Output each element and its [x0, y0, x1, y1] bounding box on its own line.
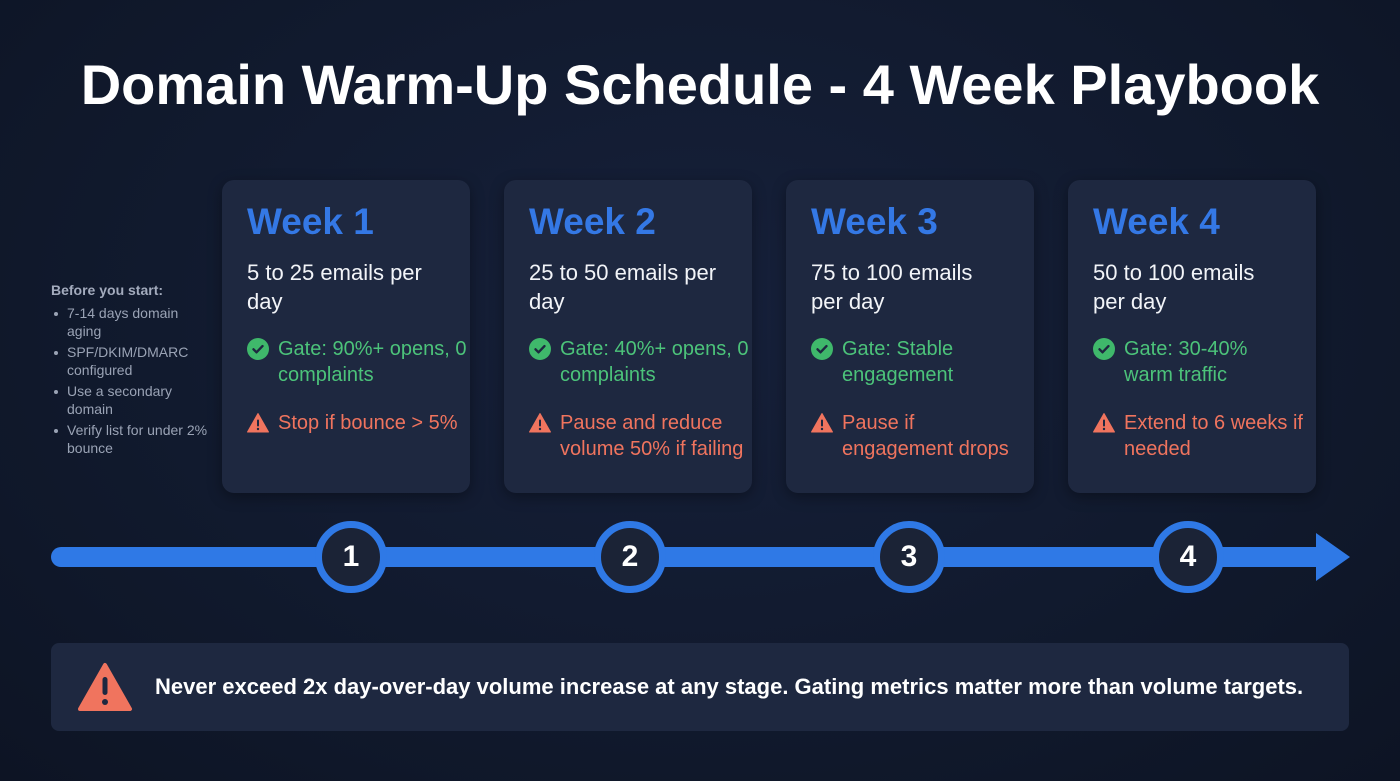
banner-text: Never exceed 2x day-over-day volume incr…: [155, 674, 1304, 699]
gate-text: Gate: 30-40% warm traffic: [1124, 338, 1248, 386]
gate-row: Gate: 40%+ opens, 0 complaints: [529, 336, 752, 388]
week-card-4: Week 4 50 to 100 emails per day Gate: 30…: [1068, 180, 1316, 493]
check-circle-icon: [811, 338, 833, 360]
warning-text: Pause if engagement drops: [842, 412, 1009, 460]
warning-row: Pause and reduce volume 50% if failing: [529, 410, 752, 462]
prerequisite-item: SPF/DKIM/DMARC configured: [51, 343, 211, 379]
warning-triangle-icon: [811, 413, 833, 433]
week-label: Week 1: [247, 201, 374, 242]
week-volume: 75 to 100 emails per day: [811, 260, 973, 314]
week-label: Week 2: [529, 201, 656, 242]
week-volume: 50 to 100 emails per day: [1093, 260, 1255, 314]
prerequisite-item: 7-14 days domain aging: [51, 304, 211, 340]
warning-triangle-icon: [529, 413, 551, 433]
warning-text: Stop if bounce > 5%: [278, 412, 458, 434]
warning-banner: Never exceed 2x day-over-day volume incr…: [51, 643, 1349, 731]
gate-row: Gate: 30-40% warm traffic: [1093, 336, 1316, 388]
timeline-node-2: 2: [594, 521, 666, 593]
check-circle-icon: [247, 338, 269, 360]
warning-triangle-icon: [1093, 413, 1115, 433]
prerequisites-title: Before you start:: [51, 282, 164, 298]
gate-row: Gate: Stable engagement: [811, 336, 1034, 388]
prerequisites-list: 7-14 days domain aging SPF/DKIM/DMARC co…: [51, 304, 211, 457]
warning-text: Extend to 6 weeks if needed: [1124, 412, 1303, 460]
gate-text: Gate: 40%+ opens, 0 complaints: [560, 338, 749, 386]
week-card-2: Week 2 25 to 50 emails per day Gate: 40%…: [504, 180, 752, 493]
week-label: Week 3: [811, 201, 938, 242]
warning-text: Pause and reduce volume 50% if failing: [560, 412, 744, 460]
gate-text: Gate: 90%+ opens, 0 complaints: [278, 338, 467, 386]
prerequisite-item: Verify list for under 2% bounce: [51, 421, 211, 457]
prerequisite-item: Use a secondary domain: [51, 382, 211, 418]
prerequisites-panel: Before you start: 7-14 days domain aging…: [51, 282, 211, 460]
warning-triangle-icon: [247, 413, 269, 433]
week-volume: 25 to 50 emails per day: [529, 260, 717, 314]
timeline-node-4: 4: [1152, 521, 1224, 593]
week-card-3: Week 3 75 to 100 emails per day Gate: St…: [786, 180, 1034, 493]
check-circle-icon: [529, 338, 551, 360]
warning-row: Pause if engagement drops: [811, 410, 1034, 462]
week-card-1: Week 1 5 to 25 emails per day Gate: 90%+…: [222, 180, 470, 493]
gate-row: Gate: 90%+ opens, 0 complaints: [247, 336, 470, 388]
warning-triangle-icon: [78, 663, 132, 711]
check-circle-icon: [1093, 338, 1115, 360]
warning-row: Stop if bounce > 5%: [247, 410, 470, 436]
page-title: Domain Warm-Up Schedule - 4 Week Playboo…: [80, 53, 1320, 116]
week-label: Week 4: [1093, 201, 1220, 242]
timeline-node-1: 1: [315, 521, 387, 593]
timeline-node-3: 3: [873, 521, 945, 593]
week-volume: 5 to 25 emails per day: [247, 260, 422, 314]
warning-row: Extend to 6 weeks if needed: [1093, 410, 1316, 462]
gate-text: Gate: Stable engagement: [842, 338, 954, 386]
